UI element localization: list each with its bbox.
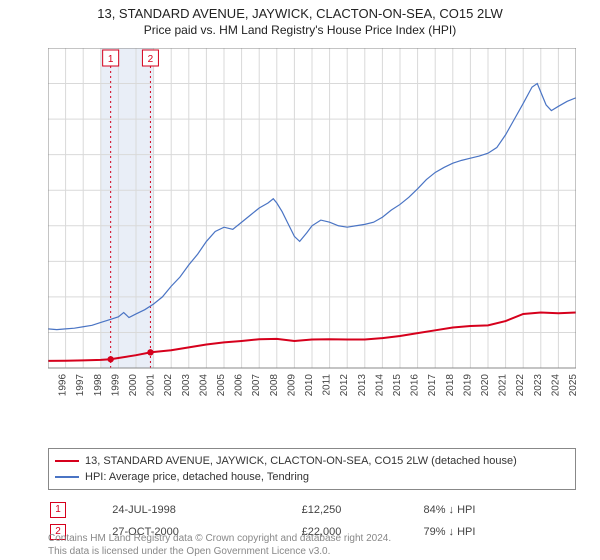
legend: 13, STANDARD AVENUE, JAYWICK, CLACTON-ON… bbox=[48, 448, 576, 544]
svg-text:2002: 2002 bbox=[163, 374, 174, 397]
sale-delta: 84% ↓ HPI bbox=[423, 500, 574, 520]
svg-text:2001: 2001 bbox=[146, 374, 157, 397]
legend-series-row: HPI: Average price, detached house, Tend… bbox=[55, 469, 569, 485]
legend-label: HPI: Average price, detached house, Tend… bbox=[85, 469, 309, 485]
svg-text:2023: 2023 bbox=[533, 374, 544, 397]
svg-text:2012: 2012 bbox=[339, 374, 350, 397]
svg-text:2011: 2011 bbox=[322, 374, 333, 396]
legend-label: 13, STANDARD AVENUE, JAYWICK, CLACTON-ON… bbox=[85, 453, 517, 469]
svg-text:2000: 2000 bbox=[128, 374, 139, 397]
svg-text:2025: 2025 bbox=[568, 374, 576, 397]
legend-series-row: 13, STANDARD AVENUE, JAYWICK, CLACTON-ON… bbox=[55, 453, 569, 469]
sale-delta: 79% ↓ HPI bbox=[423, 522, 574, 542]
footer-line-2: This data is licensed under the Open Gov… bbox=[48, 545, 391, 558]
sale-price: £12,250 bbox=[302, 500, 422, 520]
svg-text:1998: 1998 bbox=[93, 374, 104, 397]
figure-root: 13, STANDARD AVENUE, JAYWICK, CLACTON-ON… bbox=[0, 0, 600, 560]
sale-date: 24-JUL-1998 bbox=[112, 500, 299, 520]
footer-line-1: Contains HM Land Registry data © Crown c… bbox=[48, 532, 391, 545]
price-chart: £0£50K£100K£150K£200K£250K£300K£350K£400… bbox=[48, 48, 576, 408]
footer-attribution: Contains HM Land Registry data © Crown c… bbox=[48, 532, 391, 558]
svg-text:2018: 2018 bbox=[445, 374, 456, 397]
svg-text:2021: 2021 bbox=[498, 374, 509, 397]
svg-text:1: 1 bbox=[108, 54, 114, 65]
svg-text:2017: 2017 bbox=[427, 374, 438, 397]
svg-text:2022: 2022 bbox=[515, 374, 526, 397]
svg-text:1999: 1999 bbox=[110, 374, 121, 397]
svg-text:2009: 2009 bbox=[286, 374, 297, 397]
sale-row: 1 24-JUL-1998£12,25084% ↓ HPI bbox=[50, 500, 574, 520]
sale-marker-icon: 1 bbox=[50, 502, 66, 518]
svg-text:2008: 2008 bbox=[269, 374, 280, 397]
svg-text:2006: 2006 bbox=[234, 374, 245, 397]
legend-swatch bbox=[55, 476, 79, 478]
svg-text:2013: 2013 bbox=[357, 374, 368, 397]
svg-text:2010: 2010 bbox=[304, 374, 315, 397]
chart-titles: 13, STANDARD AVENUE, JAYWICK, CLACTON-ON… bbox=[0, 0, 600, 37]
svg-text:1997: 1997 bbox=[75, 374, 86, 397]
svg-text:2020: 2020 bbox=[480, 374, 491, 397]
svg-text:2003: 2003 bbox=[181, 374, 192, 397]
title-line-2: Price paid vs. HM Land Registry's House … bbox=[0, 23, 600, 37]
svg-text:2015: 2015 bbox=[392, 374, 403, 397]
svg-text:2016: 2016 bbox=[410, 374, 421, 397]
svg-text:2007: 2007 bbox=[251, 374, 262, 397]
svg-text:1996: 1996 bbox=[58, 374, 69, 397]
title-line-1: 13, STANDARD AVENUE, JAYWICK, CLACTON-ON… bbox=[0, 6, 600, 21]
svg-text:1995: 1995 bbox=[48, 374, 51, 397]
svg-text:2024: 2024 bbox=[550, 374, 561, 397]
legend-series-box: 13, STANDARD AVENUE, JAYWICK, CLACTON-ON… bbox=[48, 448, 576, 490]
svg-text:2014: 2014 bbox=[374, 374, 385, 397]
svg-text:2004: 2004 bbox=[198, 374, 209, 397]
svg-text:2005: 2005 bbox=[216, 374, 227, 397]
svg-text:2: 2 bbox=[148, 54, 154, 65]
legend-swatch bbox=[55, 460, 79, 462]
svg-text:2019: 2019 bbox=[462, 374, 473, 397]
